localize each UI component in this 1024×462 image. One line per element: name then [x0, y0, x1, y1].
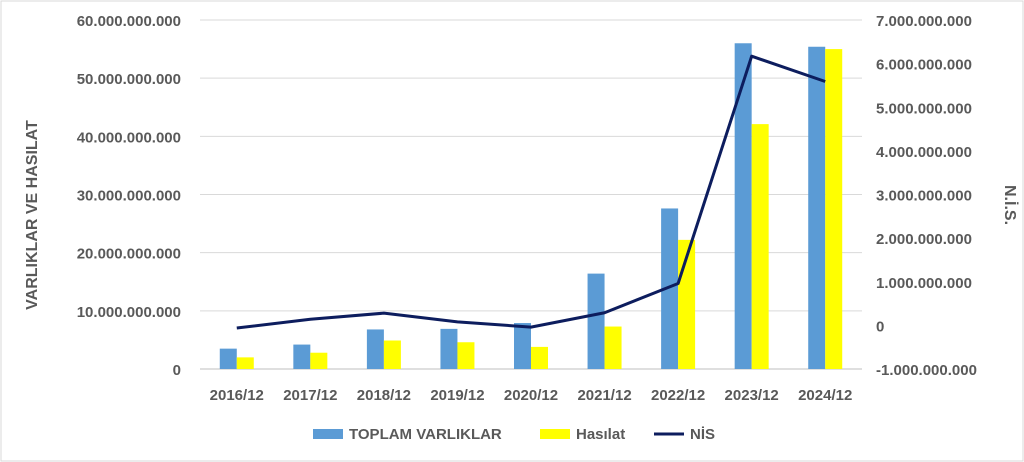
legend-swatch [540, 429, 570, 439]
bar [383, 340, 401, 369]
y-tick-label: 50.000.000.000 [77, 71, 181, 88]
y2-tick-label: 1.000.000.000 [876, 275, 972, 292]
bar [293, 344, 311, 369]
y2-tick-label: 4.000.000.000 [876, 144, 972, 161]
legend: TOPLAM VARLIKLAR Hasılat NİS [313, 426, 715, 443]
y2-tick-label: 3.000.000.000 [876, 188, 972, 205]
x-tick-label: 2019/12 [430, 387, 484, 404]
y-axis-title: VARLIKLAR VE HASILAT [24, 120, 41, 310]
y-tick-label: 20.000.000.000 [77, 246, 181, 263]
x-tick-label: 2017/12 [283, 387, 337, 404]
bar [310, 352, 328, 369]
bar [808, 46, 826, 370]
bar [531, 346, 548, 369]
x-tick-label: 2024/12 [798, 387, 852, 404]
y-tick-label: 60.000.000.000 [77, 13, 181, 30]
x-tick-label: 2022/12 [651, 387, 705, 404]
y-tick-label: 30.000.000.000 [77, 188, 181, 205]
y2-tick-label: 2.000.000.000 [876, 231, 972, 248]
bar [604, 326, 622, 369]
bar [219, 348, 237, 369]
x-tick-label: 2023/12 [725, 387, 779, 404]
bar [440, 328, 458, 369]
bar [661, 208, 679, 369]
legend-label: NİS [690, 426, 715, 443]
x-tick-label: 2016/12 [210, 387, 264, 404]
legend-label: TOPLAM VARLIKLAR [349, 426, 502, 443]
legend-swatch [313, 429, 343, 439]
y-tick-label: 0 [173, 362, 181, 379]
y2-tick-label: 6.000.000.000 [876, 57, 972, 74]
bar [751, 124, 769, 369]
legend-label: Hasılat [576, 426, 625, 443]
bar [734, 43, 752, 370]
line-series [236, 54, 826, 330]
bar [587, 273, 605, 369]
bar [366, 329, 384, 369]
bar [457, 342, 475, 369]
y2-tick-label: 5.000.000.000 [876, 100, 972, 117]
bar [514, 323, 531, 369]
x-tick-label: 2020/12 [504, 387, 558, 404]
y2-tick-label: 0 [876, 318, 884, 335]
bar [236, 357, 254, 369]
bar [825, 49, 843, 369]
x-tick-label: 2018/12 [357, 387, 411, 404]
y2-axis-title: N.İ.S. [1001, 185, 1019, 225]
y-tick-label: 40.000.000.000 [77, 129, 181, 146]
y-tick-label: 10.000.000.000 [77, 304, 181, 321]
y2-tick-label: 7.000.000.000 [876, 13, 972, 30]
x-tick-label: 2021/12 [577, 387, 631, 404]
y2-tick-label: -1.000.000.000 [876, 362, 977, 379]
